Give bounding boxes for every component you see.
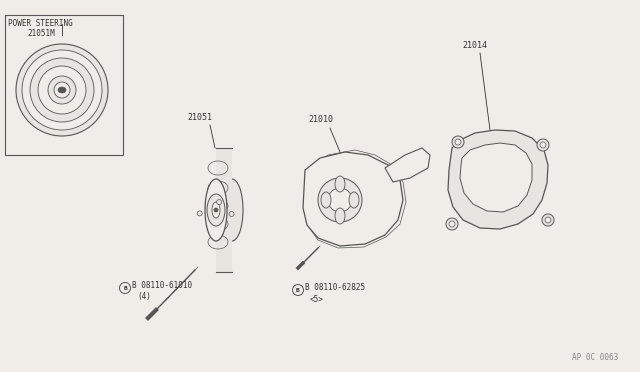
Ellipse shape	[207, 194, 225, 226]
Circle shape	[216, 200, 221, 205]
Text: (4): (4)	[137, 292, 151, 301]
Polygon shape	[460, 143, 532, 212]
Circle shape	[540, 142, 546, 148]
Ellipse shape	[48, 76, 76, 104]
Circle shape	[542, 214, 554, 226]
Ellipse shape	[205, 179, 227, 241]
Ellipse shape	[318, 178, 362, 222]
Text: <5>: <5>	[310, 295, 324, 304]
Text: POWER STEERING: POWER STEERING	[8, 19, 73, 28]
Text: 21014: 21014	[462, 41, 487, 50]
Ellipse shape	[30, 58, 94, 122]
Text: 21051M: 21051M	[27, 29, 55, 38]
Ellipse shape	[38, 66, 86, 114]
Ellipse shape	[321, 192, 331, 208]
Polygon shape	[448, 130, 548, 229]
Ellipse shape	[335, 176, 345, 192]
Ellipse shape	[22, 50, 102, 130]
Ellipse shape	[212, 202, 220, 218]
Text: 21010: 21010	[308, 115, 333, 124]
Ellipse shape	[335, 208, 345, 224]
Text: 21051: 21051	[187, 113, 212, 122]
Ellipse shape	[214, 208, 218, 212]
Circle shape	[292, 285, 303, 295]
Circle shape	[455, 139, 461, 145]
Text: B 08110-62825: B 08110-62825	[305, 283, 365, 292]
Circle shape	[446, 218, 458, 230]
Polygon shape	[216, 148, 232, 272]
Circle shape	[449, 221, 455, 227]
Ellipse shape	[221, 179, 243, 241]
Bar	[5, 15, 123, 155]
Ellipse shape	[16, 44, 108, 136]
Ellipse shape	[54, 82, 70, 98]
Ellipse shape	[349, 192, 359, 208]
Circle shape	[545, 217, 551, 223]
Circle shape	[452, 136, 464, 148]
Text: AP 0C 0063: AP 0C 0063	[572, 353, 618, 362]
Circle shape	[537, 139, 549, 151]
Ellipse shape	[328, 188, 352, 212]
Polygon shape	[303, 152, 403, 246]
Polygon shape	[385, 148, 430, 182]
Ellipse shape	[58, 87, 66, 93]
Circle shape	[229, 212, 234, 217]
Text: B: B	[123, 285, 127, 291]
Text: B: B	[296, 288, 300, 292]
Circle shape	[197, 211, 202, 216]
Circle shape	[120, 282, 131, 294]
Text: B 08110-61010: B 08110-61010	[132, 280, 192, 289]
